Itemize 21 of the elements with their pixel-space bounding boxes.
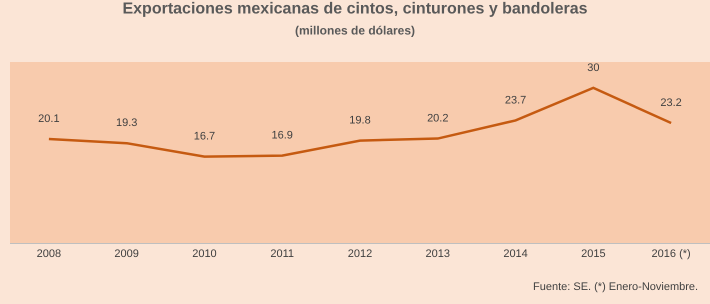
x-tick-label: 2013 <box>426 248 450 260</box>
data-label: 16.9 <box>272 130 293 142</box>
x-tick-label: 2014 <box>503 248 528 260</box>
data-label: 23.7 <box>504 94 526 106</box>
x-tick-label: 2011 <box>270 248 294 260</box>
data-label: 20.2 <box>427 112 448 124</box>
x-tick-label: 2016 (*) <box>652 248 691 260</box>
data-label: 23.2 <box>660 96 682 109</box>
source-note: Fuente: SE. (*) Enero-Noviembre. <box>533 281 698 293</box>
data-label: 20.1 <box>38 113 60 125</box>
chart-subtitle: (millones de dólares) <box>294 23 416 38</box>
data-label: 16.7 <box>194 130 216 143</box>
data-label: 19.3 <box>116 117 138 130</box>
data-label: 30 <box>587 62 600 74</box>
chart-title: Exportaciones mexicanas de cintos, cinturones y bandoleras <box>122 0 588 18</box>
x-tick-label: 2012 <box>348 248 372 260</box>
x-tick-label: 2009 <box>114 248 139 260</box>
data-label: 19.8 <box>349 114 371 127</box>
x-tick-label: 2010 <box>192 248 217 260</box>
x-tick-label: 2015 <box>581 248 606 260</box>
x-tick-label: 2008 <box>36 248 62 260</box>
